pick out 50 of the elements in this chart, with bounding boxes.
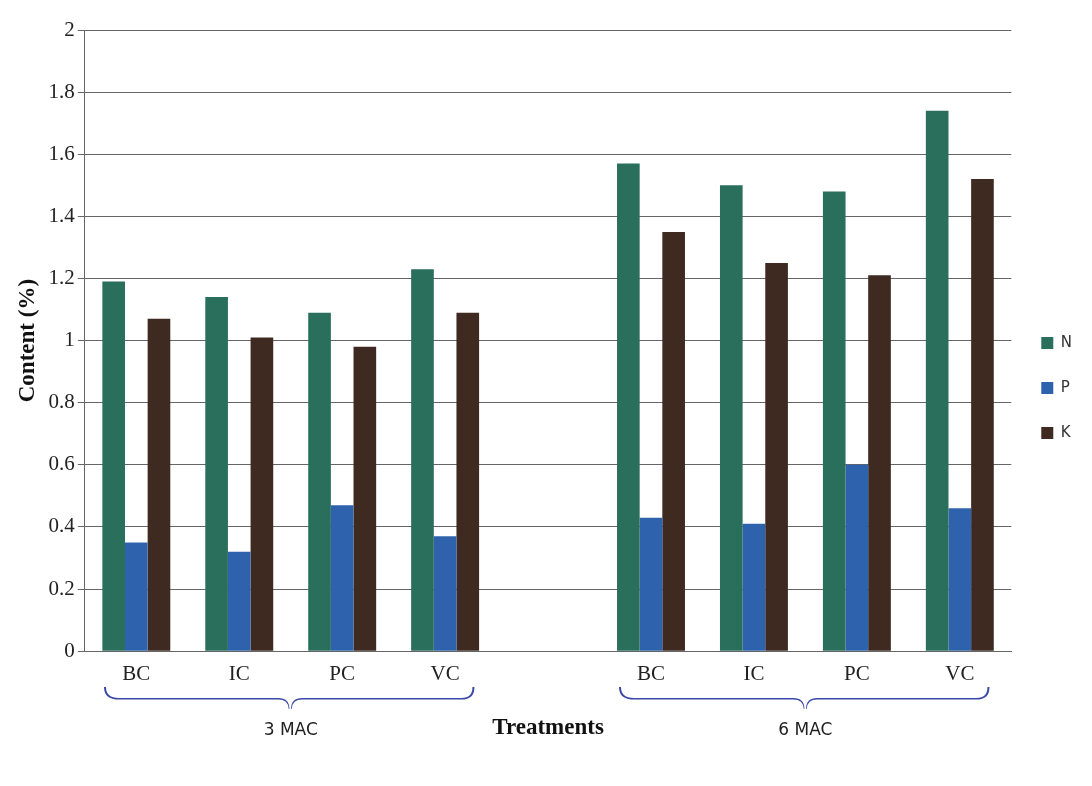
x-axis-title: Treatments <box>492 714 604 740</box>
y-tick-label: 1.6 <box>48 140 75 165</box>
x-tick-label: BC <box>636 661 666 686</box>
bar <box>250 337 274 651</box>
legend-label: K <box>1060 422 1072 441</box>
bar <box>330 505 354 651</box>
x-tick-label: PC <box>844 661 870 686</box>
bar <box>102 281 125 651</box>
x-tick-label: VC <box>430 661 460 686</box>
y-tick-label: 0 <box>64 637 75 662</box>
y-tick-label: 0.4 <box>48 513 76 538</box>
x-tick-label: VC <box>945 661 975 686</box>
bar <box>617 163 640 651</box>
x-tick-label: IC <box>743 661 765 686</box>
y-tick-label: 0.8 <box>48 389 75 414</box>
bar <box>845 464 869 651</box>
bar <box>456 312 480 651</box>
x-tick-label: PC <box>329 661 356 686</box>
bar <box>662 231 685 651</box>
bar <box>353 346 377 651</box>
bar <box>308 312 331 651</box>
y-tick-label: 0.6 <box>48 451 75 476</box>
bar <box>925 110 949 651</box>
y-tick-label: 1 <box>64 327 75 352</box>
text: 3 MAC <box>263 719 318 740</box>
y-tick-label: 1.2 <box>48 265 75 289</box>
legend-label: N <box>1060 332 1073 351</box>
bar <box>227 551 251 651</box>
bar <box>822 191 846 651</box>
y-tick-label: 0.2 <box>48 575 75 600</box>
bar <box>719 185 743 651</box>
bar <box>971 179 994 651</box>
bar <box>411 269 434 651</box>
bar <box>639 517 663 651</box>
bar <box>948 508 972 651</box>
bar <box>868 275 891 651</box>
legend-label: P <box>1060 377 1070 396</box>
y-tick-label: 1.4 <box>48 202 76 227</box>
x-tick-label: BC <box>122 661 151 686</box>
bar <box>433 536 457 651</box>
y-tick-label: 1.8 <box>48 78 75 103</box>
bar <box>742 523 766 651</box>
x-tick-label: IC <box>228 661 250 686</box>
bar <box>125 542 148 651</box>
bar <box>765 262 788 651</box>
bar <box>205 297 228 651</box>
bar <box>147 318 171 651</box>
y-tick-label: 2 <box>64 16 75 41</box>
text: 6 MAC <box>778 719 833 740</box>
y-axis-title: Content (%) <box>13 278 39 403</box>
